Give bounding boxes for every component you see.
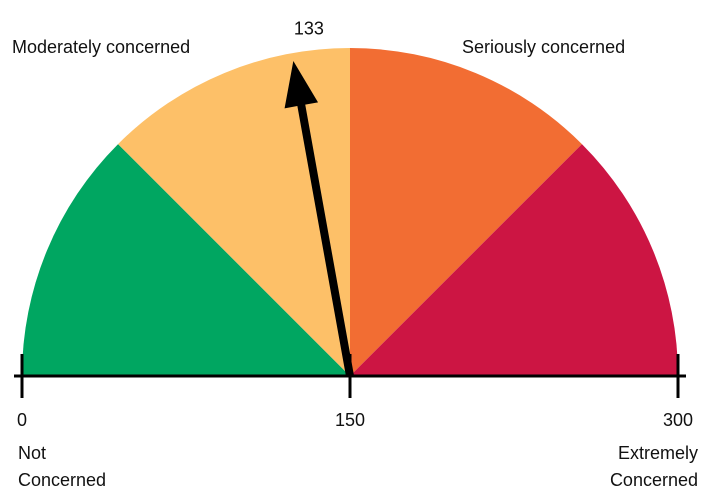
needle-value: 133 [294,18,324,38]
segment-label: Extremely Concerned [609,443,698,490]
segment-label: Not Concerned [18,443,107,490]
gauge-segment [350,144,678,376]
tick-label: 300 [663,410,693,430]
tick-label: 150 [335,410,365,430]
gauge-segment [118,47,351,376]
segment-label: Seriously concerned [462,37,626,57]
gauge-segment [350,48,582,376]
gauge-segment [22,144,350,376]
tick-label: 0 [17,410,27,430]
needle [284,61,354,377]
segment-label: Moderately concerned [12,37,191,57]
